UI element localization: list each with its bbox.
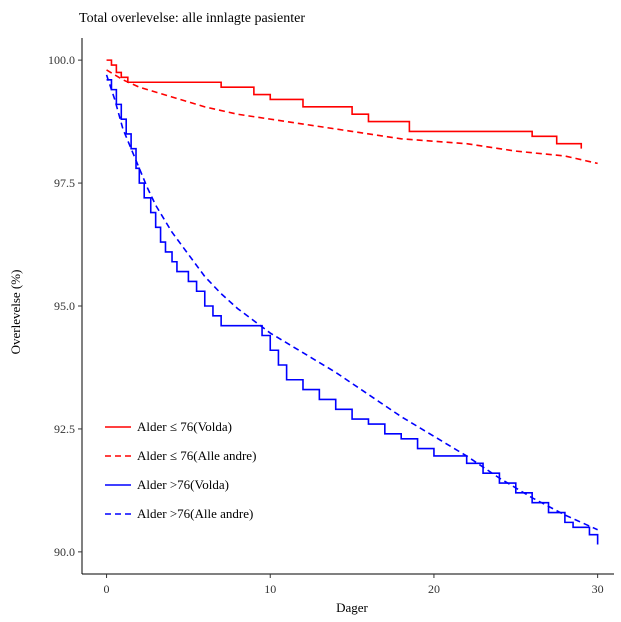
series-line-4: [105, 74, 598, 531]
y-axis: 90.0 92.5 95.0 97.5 100.0: [48, 38, 83, 574]
legend-label-1: Alder ≤ 76(Volda): [137, 419, 232, 434]
y-tick-label: 95.0: [54, 299, 75, 313]
legend-label-3: Alder >76(Volda): [137, 477, 229, 492]
plot-area: [105, 59, 599, 545]
series-line-1: [106, 59, 583, 149]
legend: Alder ≤ 76(Volda) Alder ≤ 76(Alle andre) A…: [105, 419, 256, 521]
y-tick-label: 92.5: [54, 422, 75, 436]
chart-title: Total overlevelse: alle innlagte pasient…: [79, 11, 305, 26]
legend-label-2: Alder ≤ 76(Alle andre): [137, 448, 256, 463]
legend-label-4: Alder >76(Alle andre): [137, 506, 253, 521]
x-tick-label: 0: [104, 582, 110, 596]
y-tick-label: 97.5: [54, 176, 75, 190]
x-axis-title: Dager: [336, 600, 368, 615]
series-line-2: [106, 69, 598, 165]
y-tick-label: 100.0: [48, 53, 75, 67]
x-tick-label: 30: [592, 582, 604, 596]
y-axis-title: Overlevelse (%): [8, 270, 23, 355]
series-line-3: [106, 78, 599, 545]
x-tick-label: 20: [428, 582, 440, 596]
x-tick-label: 10: [264, 582, 276, 596]
y-tick-label: 90.0: [54, 545, 75, 559]
x-axis: 0 10 20 30: [82, 573, 614, 596]
